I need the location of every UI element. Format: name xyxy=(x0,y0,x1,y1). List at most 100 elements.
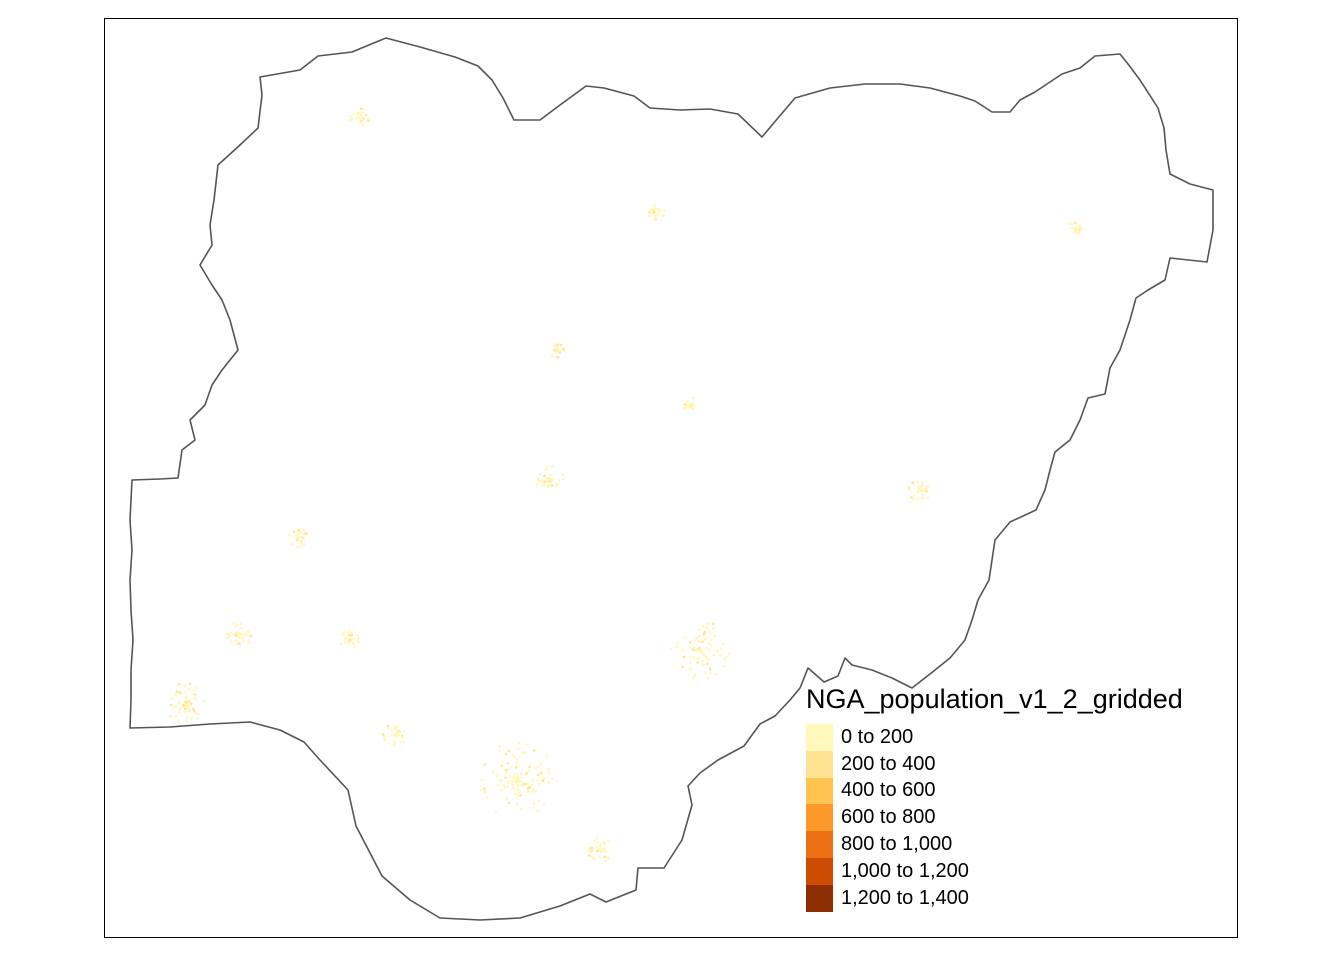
population-cell xyxy=(587,854,591,857)
population-cell xyxy=(349,118,353,122)
population-cell xyxy=(514,792,517,796)
population-cell xyxy=(712,627,715,630)
population-cell xyxy=(178,707,182,710)
population-cell xyxy=(356,633,360,637)
population-cell xyxy=(499,779,502,782)
population-cell xyxy=(183,707,187,710)
population-cell xyxy=(591,856,595,859)
population-cell xyxy=(662,208,666,212)
population-cell xyxy=(396,725,400,728)
legend-swatch xyxy=(806,804,833,832)
population-cell xyxy=(527,769,530,773)
population-cell xyxy=(543,777,546,780)
population-cell xyxy=(709,672,712,675)
population-cell xyxy=(352,638,355,641)
population-cell xyxy=(499,788,503,792)
population-cell xyxy=(556,355,560,359)
population-cell xyxy=(246,629,250,633)
population-cell xyxy=(225,636,229,639)
population-cell xyxy=(916,497,920,501)
population-cell xyxy=(184,696,187,699)
population-cell xyxy=(232,622,236,625)
population-cell xyxy=(531,788,535,791)
population-cell xyxy=(556,343,559,347)
population-cell xyxy=(649,212,653,215)
population-cell xyxy=(174,705,177,709)
population-cell xyxy=(587,850,591,853)
population-cell xyxy=(912,494,916,497)
population-cell xyxy=(676,641,679,645)
population-cell xyxy=(533,749,536,752)
legend-swatch xyxy=(806,724,833,751)
population-cell xyxy=(399,740,403,744)
population-cell xyxy=(697,656,701,660)
population-cell xyxy=(523,751,527,754)
population-cell xyxy=(719,653,723,657)
population-cell xyxy=(516,788,520,791)
population-cell xyxy=(520,776,523,779)
population-cell xyxy=(525,772,528,775)
population-cell xyxy=(920,481,924,485)
population-cell xyxy=(508,775,512,778)
population-cell xyxy=(713,635,716,638)
population-cell xyxy=(291,542,294,546)
population-cell xyxy=(693,656,696,660)
population-cell xyxy=(343,640,347,644)
population-cell xyxy=(239,626,242,630)
population-cell xyxy=(296,545,299,549)
population-cell xyxy=(361,123,364,126)
population-cell xyxy=(712,653,716,657)
population-cell xyxy=(519,808,523,811)
population-cell xyxy=(517,741,521,745)
population-cell xyxy=(186,709,190,712)
population-cell xyxy=(531,790,535,794)
population-cell xyxy=(652,211,656,214)
population-cell xyxy=(351,642,355,645)
population-cell xyxy=(479,788,482,792)
population-cell xyxy=(912,498,915,501)
legend-swatch xyxy=(806,884,833,912)
population-cell xyxy=(506,767,510,771)
population-cell xyxy=(382,736,386,740)
population-cell xyxy=(402,740,406,743)
legend-item: 1,000 to 1,200 xyxy=(806,857,1183,885)
population-cell xyxy=(506,762,509,765)
legend-label: 400 to 600 xyxy=(841,779,936,802)
population-cell xyxy=(921,484,924,487)
population-cell xyxy=(516,776,520,779)
population-cell xyxy=(229,640,232,643)
population-cell xyxy=(516,747,520,750)
population-cell xyxy=(703,630,706,634)
population-cell xyxy=(343,637,347,640)
population-cell xyxy=(350,631,354,635)
population-cell xyxy=(239,622,243,626)
population-cell xyxy=(383,738,387,742)
population-cell xyxy=(708,630,711,633)
population-cell xyxy=(357,641,361,644)
population-cell xyxy=(721,642,725,645)
population-cell xyxy=(343,630,347,634)
population-cell xyxy=(188,682,192,686)
population-cell xyxy=(706,662,709,666)
population-cell xyxy=(297,532,300,536)
population-cell xyxy=(483,787,486,790)
population-cell xyxy=(348,633,352,637)
population-cell xyxy=(520,772,523,776)
population-cell xyxy=(600,842,603,845)
population-cell xyxy=(483,790,487,794)
population-cell xyxy=(228,635,232,638)
population-cell xyxy=(393,733,397,737)
population-cell xyxy=(921,496,924,500)
population-cell xyxy=(707,648,711,651)
population-cell xyxy=(297,529,301,532)
population-cell xyxy=(203,699,206,703)
population-cell xyxy=(604,859,607,863)
population-cell xyxy=(480,779,484,782)
population-cell xyxy=(534,789,537,793)
population-cell xyxy=(511,753,514,757)
population-cell xyxy=(353,645,356,649)
population-cell xyxy=(185,716,189,719)
population-cell xyxy=(1068,222,1071,225)
population-cell xyxy=(399,730,402,733)
population-cell xyxy=(707,658,710,662)
